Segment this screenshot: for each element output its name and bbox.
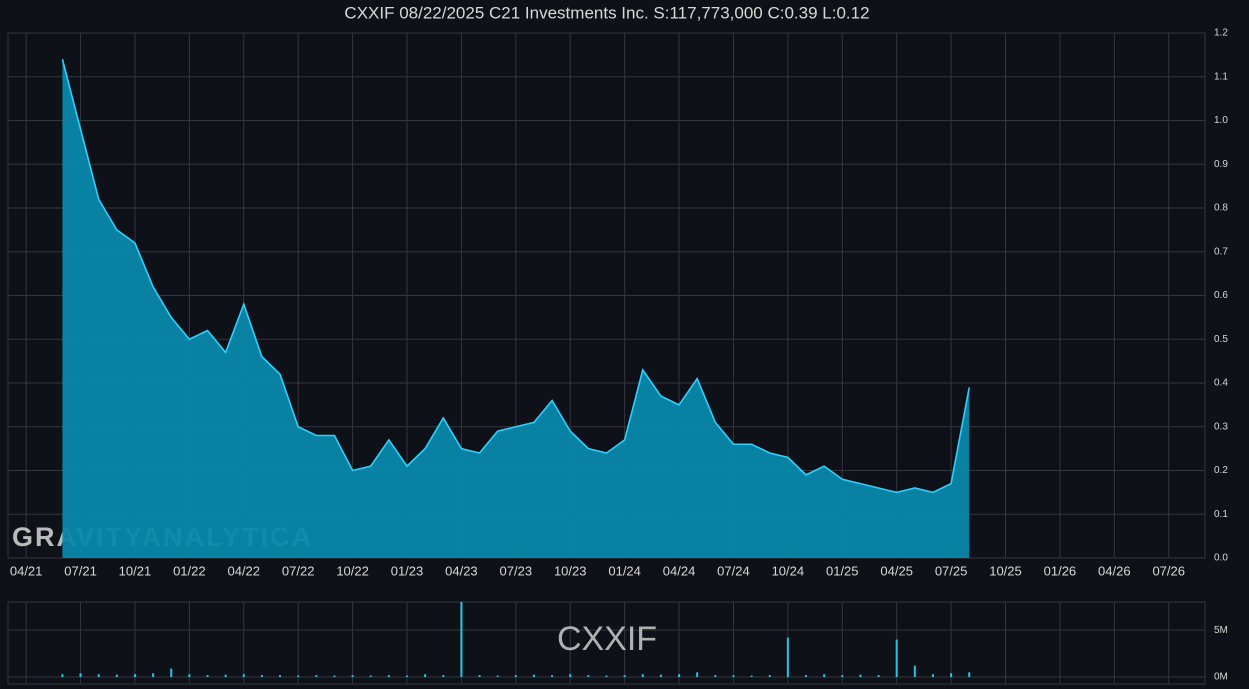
volume-bar xyxy=(587,675,590,677)
x-tick-label: 01/26 xyxy=(1044,563,1077,578)
x-tick-label: 01/23 xyxy=(391,563,424,578)
volume-bar xyxy=(369,675,372,677)
y-tick-label: 0.7 xyxy=(1214,246,1228,257)
chart-title: CXXIF 08/22/2025 C21 Investments Inc. S:… xyxy=(344,3,869,22)
watermark: CXXIF xyxy=(557,620,657,658)
volume-bar xyxy=(242,674,245,677)
x-tick-label: 07/22 xyxy=(282,563,315,578)
volume-bar xyxy=(387,675,390,677)
volume-bar xyxy=(97,674,100,677)
volume-bar xyxy=(133,674,136,677)
x-tick-label: 10/24 xyxy=(772,563,805,578)
x-tick-label: 04/21 xyxy=(10,563,43,578)
plot-frame xyxy=(7,601,1206,685)
x-tick-label: 01/24 xyxy=(608,563,641,578)
volume-bar xyxy=(188,674,191,677)
volume-bar xyxy=(496,675,499,677)
y-tick-label: 1.0 xyxy=(1214,115,1228,126)
volume-bar xyxy=(841,675,844,677)
y-tick-label: 0.3 xyxy=(1214,421,1228,432)
volume-bar xyxy=(913,665,916,677)
volume-bar xyxy=(279,675,282,677)
y-tick-label: 0.4 xyxy=(1214,378,1228,389)
volume-bar xyxy=(659,674,662,677)
volume-bar xyxy=(750,675,753,677)
x-tick-label: 01/22 xyxy=(173,563,206,578)
y-tick-label: 0M xyxy=(1214,672,1228,683)
x-tick-label: 07/23 xyxy=(500,563,533,578)
volume-bar xyxy=(895,639,898,677)
x-tick-label: 04/22 xyxy=(227,563,260,578)
volume-bar xyxy=(297,675,300,677)
y-tick-label: 0.0 xyxy=(1214,553,1228,564)
volume-bar xyxy=(768,675,771,677)
y-tick-label: 5M xyxy=(1214,625,1228,636)
volume-bar xyxy=(460,602,463,677)
y-tick-label: 0.2 xyxy=(1214,465,1228,476)
volume-bar xyxy=(678,674,681,677)
volume-bar xyxy=(333,675,336,677)
volume-bar xyxy=(442,675,445,677)
volume-bar xyxy=(206,675,209,677)
x-tick-label: 04/24 xyxy=(663,563,696,578)
volume-bar xyxy=(859,674,862,677)
volume-bar xyxy=(351,675,354,677)
volume-bar xyxy=(406,675,408,677)
y-tick-label: 0.5 xyxy=(1214,334,1228,345)
volume-bar xyxy=(224,674,227,677)
volume-bar xyxy=(478,675,481,677)
x-tick-label: 10/22 xyxy=(336,563,369,578)
x-tick-label: 04/25 xyxy=(880,563,913,578)
y-tick-label: 1.1 xyxy=(1214,71,1228,82)
x-tick-label: 04/26 xyxy=(1098,563,1131,578)
volume-bar xyxy=(877,675,880,677)
volume-bar xyxy=(786,637,789,677)
y-tick-label: 0.9 xyxy=(1214,159,1228,170)
volume-bar xyxy=(968,672,971,677)
volume-bar xyxy=(623,675,626,677)
volume-bar xyxy=(931,674,934,677)
volume-bar xyxy=(950,673,953,677)
volume-bar xyxy=(823,674,826,677)
x-tick-label: 10/21 xyxy=(119,563,152,578)
volume-bar xyxy=(605,675,608,677)
price-area xyxy=(62,59,970,558)
y-tick-label: 0.1 xyxy=(1214,509,1228,520)
y-tick-label: 0.8 xyxy=(1214,203,1228,214)
y-tick-label: 1.2 xyxy=(1214,28,1228,39)
x-tick-label: 10/25 xyxy=(989,563,1022,578)
x-tick-label: 10/23 xyxy=(554,563,587,578)
price-line xyxy=(61,59,971,494)
volume-bar xyxy=(315,675,318,677)
x-tick-label: 07/26 xyxy=(1152,563,1185,578)
volume-bar xyxy=(732,675,735,677)
x-tick-label: 07/21 xyxy=(64,563,97,578)
volume-bar xyxy=(61,674,64,677)
volume-bar xyxy=(79,673,82,677)
x-tick-label: 07/25 xyxy=(935,563,968,578)
volume-bar xyxy=(714,675,717,677)
volume-bar xyxy=(260,675,263,677)
volume-bar xyxy=(569,674,572,677)
volume-bar xyxy=(514,675,517,677)
x-tick-label: 01/25 xyxy=(826,563,859,578)
volume-bar xyxy=(551,675,554,677)
volume-bar xyxy=(696,672,699,677)
x-tick-label: 04/23 xyxy=(445,563,478,578)
volume-bar xyxy=(115,674,118,677)
volume-bar xyxy=(641,674,644,677)
volume-bar xyxy=(152,673,155,677)
volume-bar xyxy=(424,674,427,677)
volume-bar xyxy=(805,675,807,677)
x-tick-label: 07/24 xyxy=(717,563,750,578)
y-tick-label: 0.6 xyxy=(1214,290,1228,301)
volume-bar xyxy=(532,674,535,677)
volume-bar xyxy=(170,668,173,677)
